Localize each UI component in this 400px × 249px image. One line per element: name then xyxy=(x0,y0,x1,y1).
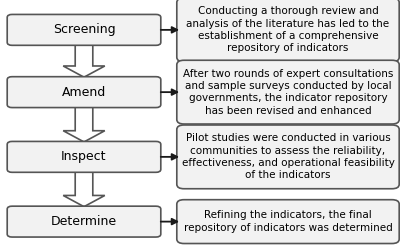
Text: Amend: Amend xyxy=(62,86,106,99)
Text: Screening: Screening xyxy=(53,23,115,36)
FancyBboxPatch shape xyxy=(7,14,161,45)
Polygon shape xyxy=(63,107,105,142)
Text: Pilot studies were conducted in various
communities to assess the reliability,
e: Pilot studies were conducted in various … xyxy=(182,133,394,181)
Text: Refining the indicators, the final
repository of indicators was determined: Refining the indicators, the final repos… xyxy=(184,210,392,233)
FancyBboxPatch shape xyxy=(7,206,161,237)
Text: Inspect: Inspect xyxy=(61,150,107,163)
FancyBboxPatch shape xyxy=(177,125,399,189)
FancyBboxPatch shape xyxy=(7,141,161,172)
Text: After two rounds of expert consultations
and sample surveys conducted by local
g: After two rounds of expert consultations… xyxy=(183,68,393,116)
Text: Determine: Determine xyxy=(51,215,117,228)
FancyBboxPatch shape xyxy=(177,60,399,124)
Text: Conducting a thorough review and
analysis of the literature has led to the
estab: Conducting a thorough review and analysi… xyxy=(186,6,390,54)
FancyBboxPatch shape xyxy=(177,200,399,244)
Polygon shape xyxy=(63,45,105,77)
Polygon shape xyxy=(63,172,105,207)
FancyBboxPatch shape xyxy=(7,77,161,108)
FancyBboxPatch shape xyxy=(177,0,399,62)
